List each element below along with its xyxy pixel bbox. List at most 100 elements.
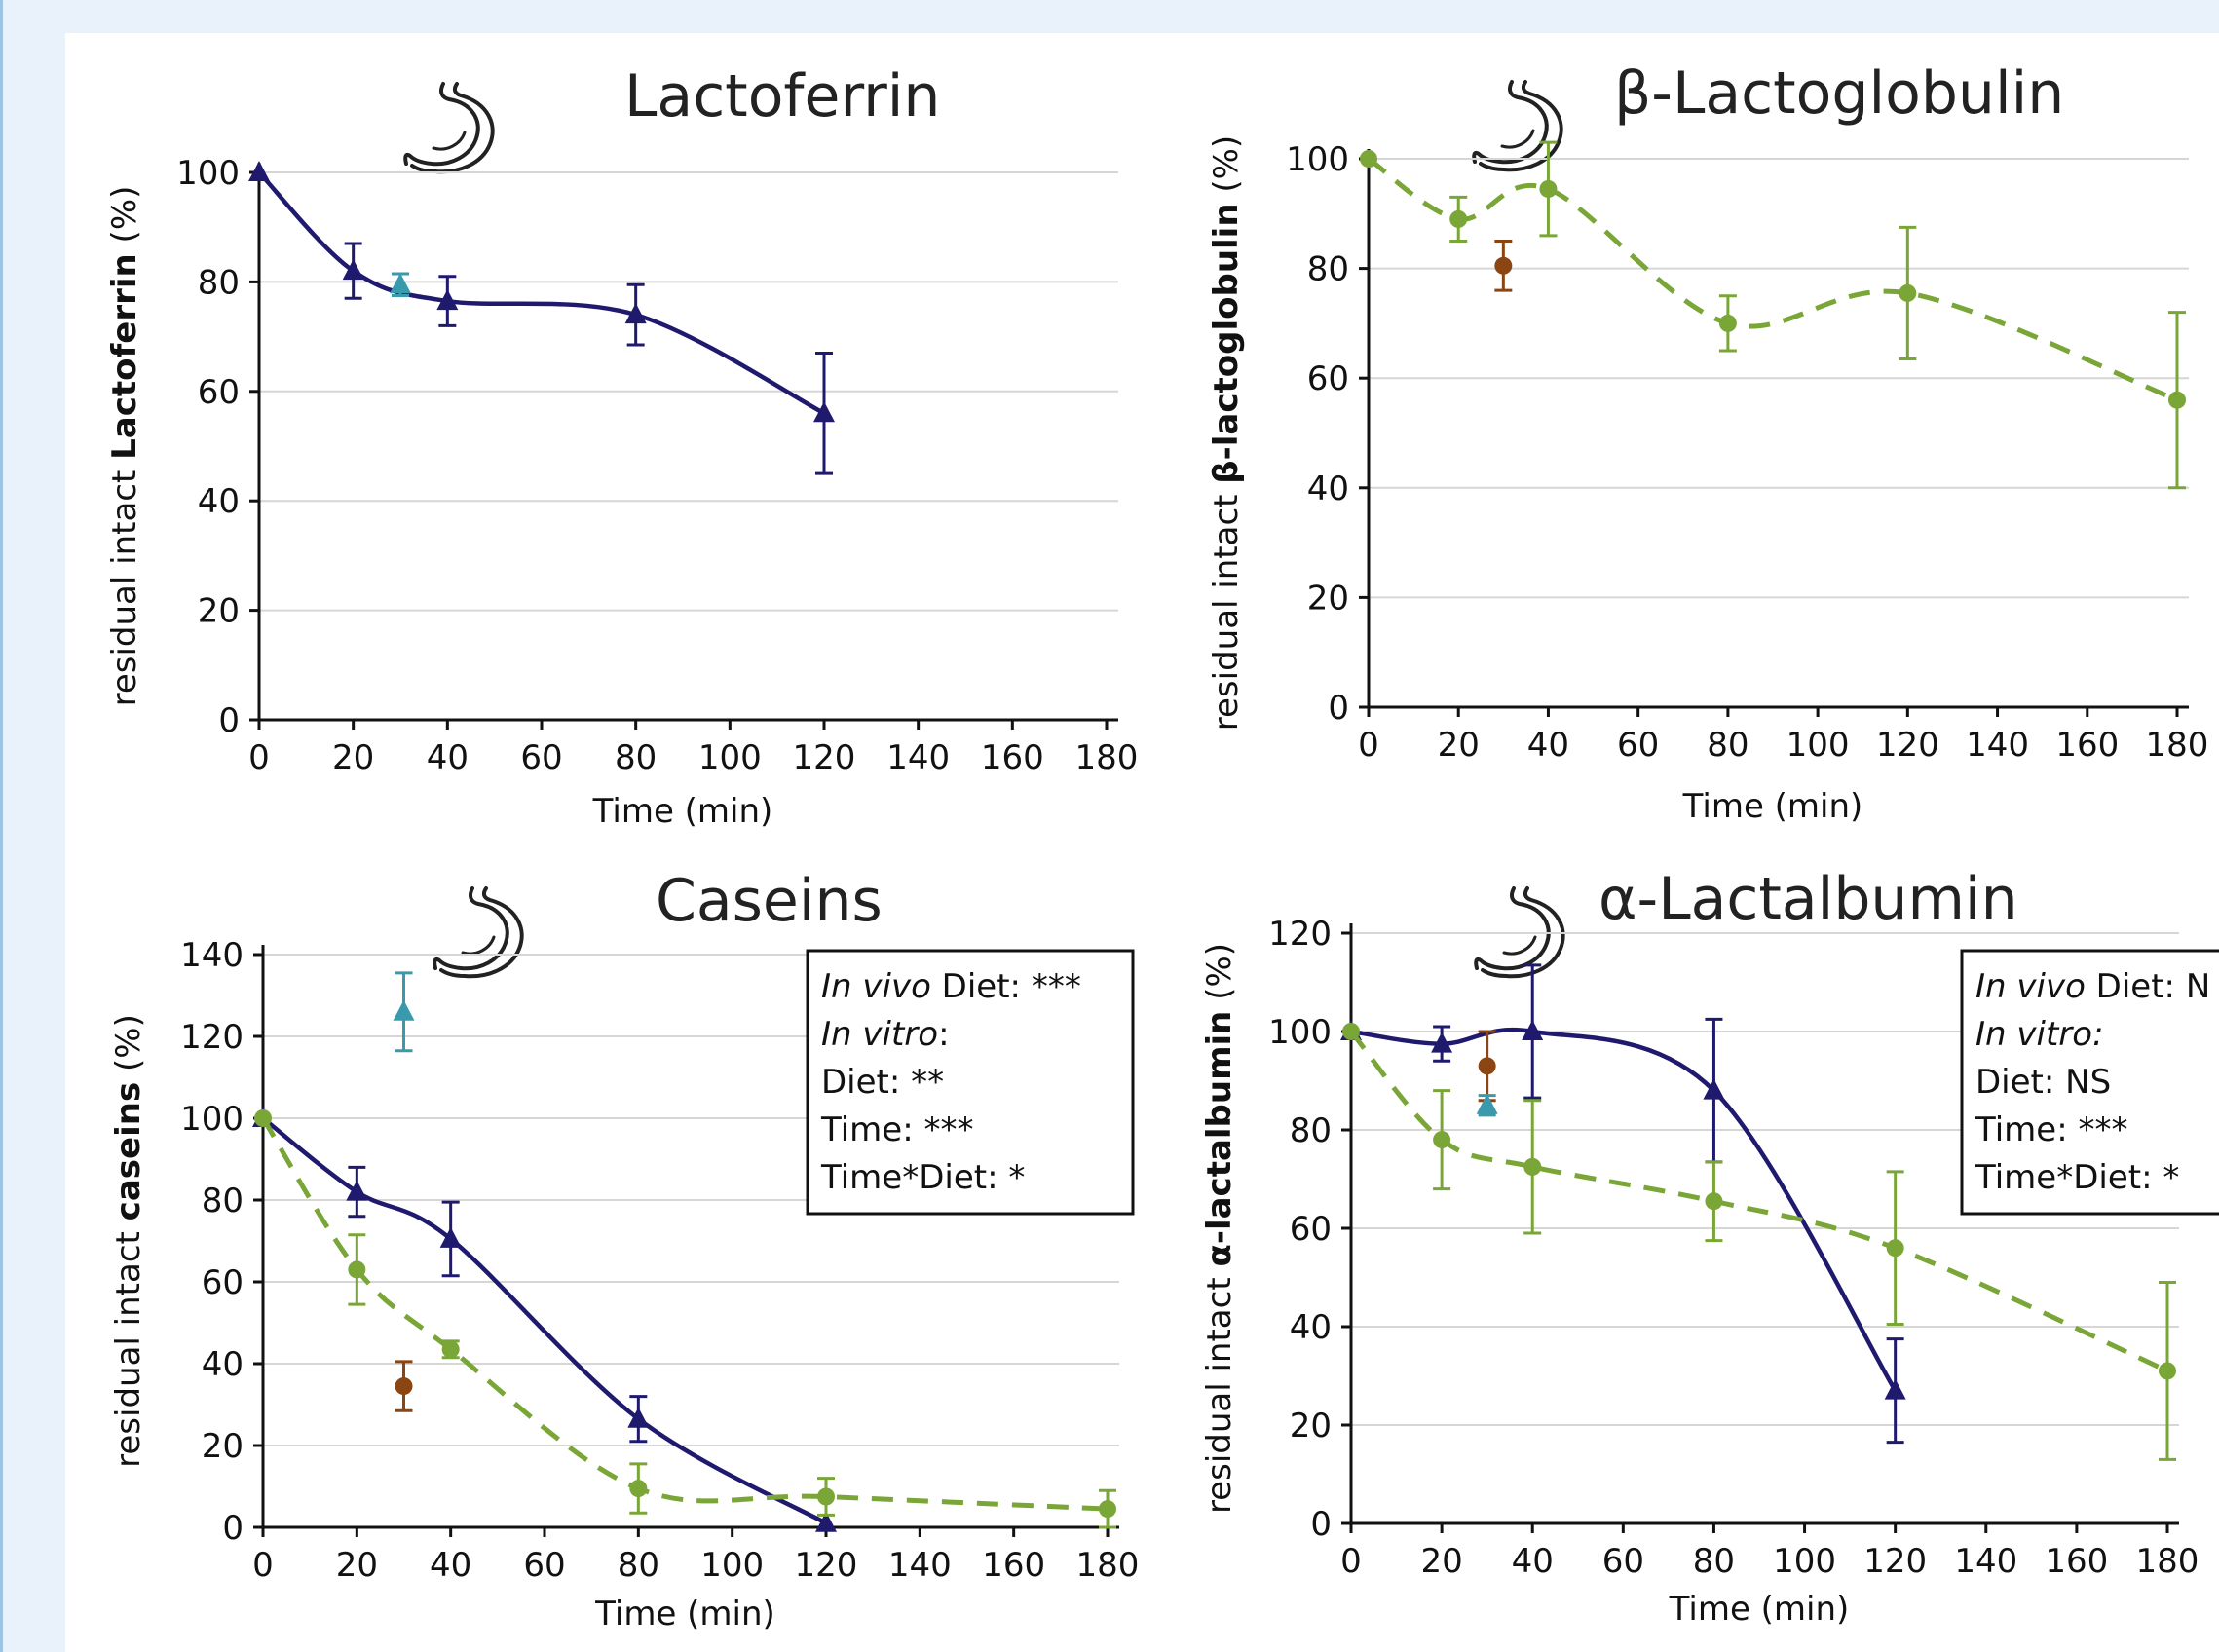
y-tick-label: 40	[198, 482, 240, 521]
series-2	[393, 971, 415, 1053]
stomach-inner	[1481, 886, 1565, 979]
data-point	[1494, 256, 1513, 275]
x-tick-label: 40	[1512, 1542, 1554, 1581]
data-point	[1433, 1131, 1451, 1149]
y-axis-label: residual intact Lactoferrin (%)	[105, 186, 144, 707]
x-tick-label: 180	[2136, 1542, 2200, 1581]
chart-title: Lactoferrin	[624, 62, 940, 131]
data-point	[1522, 1020, 1544, 1040]
x-tick-label: 160	[981, 738, 1044, 777]
y-tick-label: 80	[198, 263, 240, 302]
y-tick-label: 100	[1268, 1013, 1332, 1052]
series-0	[1340, 963, 1906, 1445]
stomach-icon	[1472, 80, 1563, 172]
y-tick-label: 80	[1307, 250, 1349, 289]
data-point	[1705, 1192, 1723, 1211]
stomach-inner	[439, 886, 524, 979]
x-tick-label: 0	[252, 1546, 274, 1585]
stats-line: Diet: **	[821, 1063, 944, 1102]
stats-line: In vivo Diet: ***	[821, 967, 1081, 1006]
data-point	[624, 303, 647, 324]
y-tick-label: 140	[180, 936, 244, 975]
x-tick-label: 0	[1358, 726, 1379, 765]
stats-italic: In vivo	[821, 967, 931, 1006]
stomach-inner	[1479, 80, 1563, 172]
data-point	[1342, 1023, 1360, 1040]
stats-annotation: In vivo Diet: *** In vitro: Diet: ** Time: …	[806, 949, 1135, 1216]
stomach-inner	[410, 82, 495, 174]
data-point	[436, 289, 459, 311]
stats-line: Time: ***	[1975, 1110, 2127, 1149]
data-point	[627, 1407, 650, 1428]
x-tick-label: 60	[1617, 726, 1659, 765]
x-tick-label: 140	[888, 1546, 952, 1585]
x-axis-label: Time (min)	[1669, 1590, 1850, 1629]
data-point	[2168, 391, 2186, 409]
data-point	[817, 1487, 835, 1506]
stomach-fold	[432, 131, 467, 151]
stats-text: Diet: **	[821, 1063, 944, 1102]
stats-text: Diet: N	[2086, 967, 2210, 1006]
x-tick-label: 140	[1966, 726, 2029, 765]
y-axis-label-bold: caseins	[109, 1082, 148, 1221]
chart-panel-1: β-Lactoglobulin 0 20 40 60 80 100 0 20 40 60 80 100 1…	[1207, 59, 2208, 826]
x-tick-label: 60	[520, 738, 562, 777]
y-tick-label: 80	[202, 1182, 244, 1220]
series-0	[1360, 140, 2186, 490]
y-tick-label: 60	[202, 1263, 244, 1302]
stats-italic: In vitro:	[1975, 1015, 2104, 1054]
stats-line: In vitro:	[821, 1015, 950, 1054]
y-tick-label: 0	[218, 701, 240, 740]
stomach-fold	[461, 935, 496, 956]
y-axis-label-suffix: (%)	[1207, 135, 1246, 204]
y-axis-label-prefix: residual intact	[1200, 1267, 1239, 1515]
x-tick-label: 80	[1693, 1542, 1735, 1581]
chart-panel-0: Lactoferrin 0 20 40 60 80 100 0 20 40 60 80 100 120 14…	[105, 62, 1138, 831]
data-point	[1539, 179, 1558, 198]
series-line	[1349, 1030, 2169, 1373]
data-point	[1884, 1378, 1906, 1400]
stats-box	[1960, 949, 2219, 1216]
y-tick-label: 20	[198, 592, 240, 631]
x-tick-label: 0	[248, 738, 270, 777]
x-tick-label: 180	[1075, 738, 1139, 777]
stats-box	[806, 949, 1135, 1216]
x-tick-label: 100	[698, 738, 762, 777]
data-point	[1478, 1057, 1496, 1075]
y-tick-label: 120	[1268, 915, 1332, 954]
y-tick-label: 100	[176, 154, 240, 193]
data-point	[1099, 1500, 1116, 1519]
stomach-outline	[403, 82, 480, 167]
y-axis-label-prefix: residual intact	[105, 460, 144, 707]
y-tick-label: 0	[222, 1509, 244, 1548]
data-point	[1523, 1157, 1542, 1176]
x-tick-label: 120	[1863, 1542, 1927, 1581]
stats-line: In vivo Diet: N	[1975, 967, 2210, 1006]
series-line	[257, 170, 826, 416]
data-point	[439, 1226, 462, 1248]
x-tick-label: 140	[1954, 1542, 2017, 1581]
data-point	[441, 1340, 460, 1359]
y-axis-label-suffix: (%)	[1200, 943, 1239, 1011]
x-tick-label: 60	[1602, 1542, 1644, 1581]
data-point	[629, 1480, 648, 1498]
y-axis-label-prefix: residual intact	[109, 1220, 148, 1468]
series-line	[1367, 156, 2178, 403]
stats-annotation: In vivo Diet: N In vitro: Diet: NS Time: **…	[1960, 949, 2219, 1216]
stomach-outline	[1472, 80, 1549, 165]
data-point	[393, 999, 415, 1021]
y-axis-label-prefix: residual intact	[1207, 484, 1246, 732]
stats-text: Time: ***	[820, 1110, 973, 1149]
y-tick-label: 120	[180, 1018, 244, 1057]
data-point	[1703, 1078, 1725, 1100]
y-axis-label: residual intact α-lactalbumin (%)	[1200, 943, 1239, 1514]
series-1	[390, 272, 411, 297]
stats-text: Time*Diet: *	[1975, 1158, 2179, 1197]
y-tick-label: 40	[1307, 469, 1349, 508]
series-line	[260, 1116, 1109, 1512]
data-point	[1449, 209, 1468, 228]
x-axis-label: Time (min)	[592, 792, 773, 831]
stats-text: :	[938, 1015, 949, 1054]
series-3	[395, 1360, 413, 1412]
data-point	[1431, 1032, 1453, 1053]
